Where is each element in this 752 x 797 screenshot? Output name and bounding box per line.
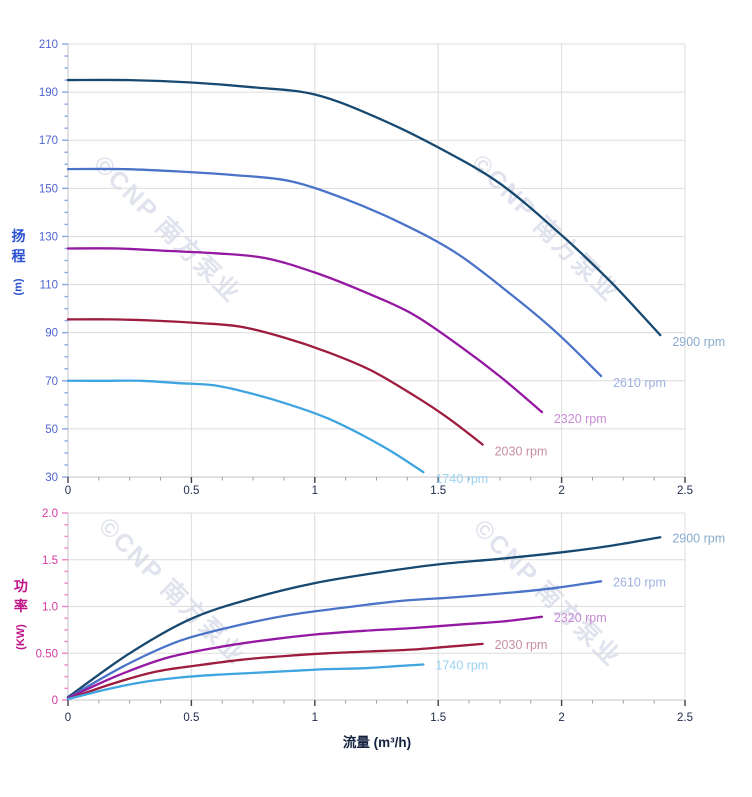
x-tick-label: 0.5 (183, 712, 199, 724)
x-tick-label: 1.5 (430, 712, 446, 724)
y-tick-label: 1.5 (42, 555, 58, 567)
curve-2030-rpm (66, 318, 484, 446)
curve-1740-rpm (66, 379, 425, 474)
y-tick-label: 50 (45, 424, 58, 436)
x-tick-label: 2 (558, 485, 564, 497)
curve-label-1740-rpm: 1740 rpm (435, 472, 488, 486)
curve-2320-rpm (66, 615, 544, 700)
y-tick-label: 170 (39, 135, 58, 147)
y-tick-label: 150 (39, 183, 58, 195)
power-axis-unit: (KW) (14, 623, 27, 650)
power-axis-title-text: 功率 (13, 578, 28, 615)
x-tick-label: 1 (312, 485, 318, 497)
curve-label-2610-rpm: 2610 rpm (613, 376, 666, 390)
flow-axis-title: 流量 (m³/h) (342, 735, 412, 750)
y-tick-label: 210 (39, 39, 58, 51)
curve-2320-rpm (66, 247, 544, 414)
x-tick-label: 1 (312, 712, 318, 724)
curve-2900-rpm (66, 78, 662, 337)
x-tick-label: 0.5 (183, 485, 199, 497)
power-axis-title: 功率 (KW) (8, 576, 34, 649)
y-tick-label: 70 (45, 376, 58, 388)
y-tick-label: 0.50 (36, 648, 58, 660)
curve-label-2610-rpm: 2610 rpm (613, 575, 666, 589)
curve-2610-rpm (66, 580, 603, 700)
y-tick-label: 110 (40, 280, 58, 292)
y-tick-label: 1.0 (42, 602, 58, 614)
curve-1740-rpm (66, 663, 425, 701)
curve-2030-rpm (66, 642, 484, 701)
curve-2900-rpm (66, 536, 662, 699)
y-tick-label: 90 (45, 328, 58, 340)
x-tick-label: 0 (65, 712, 71, 724)
x-tick-label: 0 (65, 485, 71, 497)
curve-label-2900-rpm: 2900 rpm (672, 335, 725, 349)
curve-label-2030-rpm: 2030 rpm (495, 638, 548, 652)
y-tick-label: 190 (39, 87, 58, 99)
x-tick-label: 2.5 (677, 712, 693, 724)
x-tick-label: 1.5 (430, 485, 446, 497)
curve-label-2900-rpm: 2900 rpm (672, 531, 725, 545)
head-axis-title: 扬程 (m) (10, 226, 27, 296)
head-axis-title-text: 扬程 (11, 228, 26, 265)
curve-label-2320-rpm: 2320 rpm (554, 412, 607, 426)
head-axis-unit: (m) (12, 278, 25, 296)
curve-label-2320-rpm: 2320 rpm (554, 611, 607, 625)
y-tick-label: 2.0 (42, 508, 58, 520)
y-tick-label: 0 (52, 695, 58, 707)
curve-label-1740-rpm: 1740 rpm (435, 658, 488, 672)
x-tick-label: 2 (558, 712, 564, 724)
x-tick-label: 2.5 (677, 485, 693, 497)
curve-2610-rpm (66, 167, 603, 378)
y-tick-label: 130 (39, 231, 58, 243)
y-tick-label: 30 (45, 472, 58, 484)
curve-label-2030-rpm: 2030 rpm (495, 445, 548, 459)
